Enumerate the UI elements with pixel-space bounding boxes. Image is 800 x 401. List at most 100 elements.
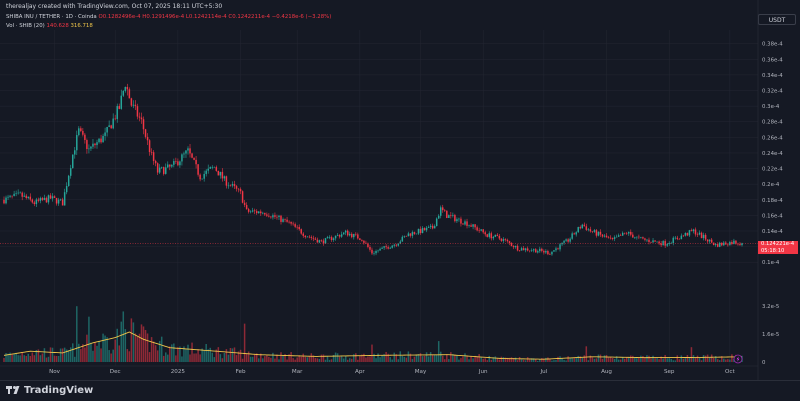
volume-bar	[429, 352, 432, 362]
volume-bar	[599, 354, 602, 362]
volume-bar	[601, 358, 604, 362]
candle-body	[585, 226, 588, 230]
candle-body	[51, 196, 54, 199]
volume-bar	[411, 359, 414, 362]
candle-body	[328, 237, 331, 238]
volume-bar	[31, 352, 34, 362]
volume-bar	[237, 351, 240, 362]
candle-body	[676, 237, 679, 239]
volume-bar	[67, 350, 70, 362]
candle-body	[735, 240, 737, 244]
candle-body	[3, 199, 5, 204]
candle-body	[249, 211, 252, 213]
volume-bar	[729, 359, 731, 362]
volume-bar	[179, 346, 181, 362]
candle-body	[543, 250, 545, 253]
volume-bar	[543, 358, 545, 362]
candle-body	[199, 174, 201, 180]
candle-body	[530, 250, 533, 251]
price-chart[interactable]: 0.1e-40.12e-40.14e-40.16e-40.18e-40.2e-4…	[0, 0, 800, 380]
candle-body	[302, 233, 304, 236]
volume-bar	[165, 352, 167, 362]
volume-bar	[439, 351, 442, 362]
candle-body	[466, 221, 468, 226]
volume-bar	[167, 354, 169, 362]
volume-bar	[484, 358, 486, 362]
volume-bar	[644, 357, 646, 362]
volume-bar	[195, 353, 197, 362]
candle-body	[213, 167, 216, 168]
volume-bar	[316, 358, 319, 362]
volume-bar	[205, 343, 207, 362]
candle-body	[67, 175, 70, 186]
candle-body	[423, 228, 426, 231]
volume-bar	[425, 352, 428, 362]
candle-body	[549, 254, 551, 255]
currency-selector[interactable]: USDT	[758, 14, 796, 25]
candle-body	[118, 106, 120, 109]
candle-body	[494, 234, 497, 237]
candle-body	[124, 86, 127, 91]
volume-bar	[102, 333, 104, 362]
candle-body	[409, 233, 412, 236]
volume-bar	[510, 357, 513, 362]
candle-body	[106, 126, 108, 133]
candle-body	[492, 236, 495, 239]
tradingview-logo-icon	[6, 386, 20, 394]
candle-body	[53, 196, 56, 198]
volume-bar	[632, 355, 634, 362]
candle-body	[454, 214, 456, 222]
candle-body	[363, 240, 365, 243]
candle-body	[379, 248, 381, 251]
volume-bar	[383, 354, 385, 362]
volume-bar	[482, 358, 484, 362]
symbol-legend: SHIBA INU / TETHER · 1D · Coinda O0.1282…	[6, 14, 331, 20]
candle-body	[601, 234, 604, 237]
candle-body	[502, 239, 505, 241]
volume-bar	[660, 356, 662, 362]
volume-bar	[716, 359, 719, 362]
candle-body	[712, 242, 715, 246]
candle-body	[258, 211, 260, 214]
candle-body	[638, 236, 640, 238]
candle-body	[92, 143, 94, 147]
volume-bar	[613, 358, 616, 362]
volume-bar	[496, 358, 499, 362]
time-tick-label: Mar	[292, 369, 303, 375]
candle-body	[498, 235, 501, 239]
candle-body	[132, 104, 135, 106]
candle-body	[158, 167, 161, 173]
candle-body	[577, 227, 579, 233]
volume-bar	[514, 357, 517, 362]
candle-body	[468, 225, 470, 226]
tradingview-logo[interactable]: TradingView	[6, 385, 93, 396]
chart-footer	[0, 380, 800, 401]
candle-body	[300, 229, 302, 234]
volume-bar	[59, 348, 62, 362]
volume-bar	[290, 352, 292, 362]
candle-body	[506, 239, 509, 242]
volume-bar	[344, 355, 347, 362]
volume-bar	[29, 355, 32, 362]
volume-bar	[571, 357, 573, 362]
candle-body	[284, 219, 286, 220]
candle-body	[446, 210, 448, 218]
candle-body	[684, 232, 687, 236]
volume-bar	[470, 355, 472, 362]
volume-bar	[419, 353, 422, 362]
candle-body	[49, 195, 52, 199]
price-axis: 0.1e-40.12e-40.14e-40.16e-40.18e-40.2e-4…	[762, 42, 783, 366]
candle-body	[61, 199, 64, 206]
alert-icon[interactable]	[733, 354, 743, 364]
candle-body	[324, 238, 327, 244]
candle-body	[603, 235, 606, 237]
candle-body	[160, 167, 163, 168]
candle-body	[472, 224, 474, 227]
volume-bar	[435, 354, 438, 362]
candle-body	[448, 215, 450, 218]
candle-body	[656, 241, 658, 243]
candle-body	[27, 196, 30, 199]
volume-bar	[607, 357, 610, 362]
volume-ma-line	[3, 331, 743, 360]
volume-bar	[405, 357, 408, 362]
